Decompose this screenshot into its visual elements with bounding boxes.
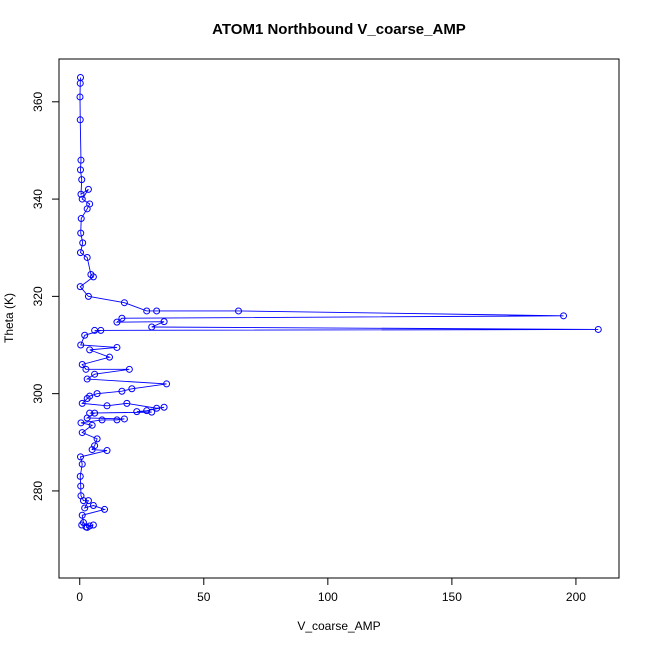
data-point bbox=[143, 307, 151, 315]
data-point bbox=[76, 283, 84, 291]
data-line bbox=[79, 77, 599, 528]
data-point bbox=[77, 482, 85, 490]
data-point bbox=[148, 408, 156, 416]
data-point bbox=[77, 190, 85, 198]
data-point bbox=[84, 292, 92, 300]
data-point bbox=[160, 318, 168, 326]
y-tick-label: 360 bbox=[31, 91, 45, 111]
data-point bbox=[98, 416, 106, 424]
data-point bbox=[82, 365, 90, 373]
chart-title: ATOM1 Northbound V_coarse_AMP bbox=[212, 21, 466, 38]
y-tick-label: 320 bbox=[31, 286, 45, 306]
x-tick-label: 200 bbox=[566, 590, 586, 604]
data-point bbox=[163, 380, 171, 388]
data-point bbox=[560, 312, 568, 320]
data-point bbox=[82, 523, 90, 531]
data-point bbox=[113, 343, 121, 351]
data-point bbox=[78, 429, 86, 437]
data-point bbox=[78, 176, 86, 184]
data-point bbox=[76, 166, 84, 174]
x-tick-label: 100 bbox=[318, 590, 338, 604]
data-point bbox=[78, 360, 86, 368]
data-point bbox=[113, 318, 121, 326]
data-point bbox=[77, 215, 85, 223]
data-point bbox=[133, 408, 141, 416]
x-tick-label: 150 bbox=[442, 590, 462, 604]
data-point bbox=[76, 116, 84, 124]
data-point bbox=[120, 415, 128, 423]
data-point bbox=[78, 399, 86, 407]
data-point bbox=[148, 323, 156, 331]
x-axis-label: V_coarse_AMP bbox=[297, 619, 380, 633]
data-point bbox=[106, 353, 114, 361]
data-point bbox=[123, 399, 131, 407]
data-point bbox=[84, 497, 92, 505]
data-point bbox=[118, 314, 126, 322]
data-point bbox=[83, 375, 91, 383]
data-point bbox=[118, 387, 126, 395]
data-point bbox=[78, 511, 86, 519]
data-point bbox=[160, 403, 168, 411]
data-point bbox=[101, 505, 109, 513]
data-point bbox=[103, 447, 111, 455]
data-point bbox=[594, 325, 602, 333]
data-point bbox=[103, 402, 111, 410]
data-point bbox=[91, 409, 99, 417]
data-point bbox=[78, 460, 86, 468]
data-point bbox=[77, 419, 85, 427]
data-point bbox=[91, 370, 99, 378]
data-point bbox=[143, 407, 151, 415]
data-point bbox=[128, 385, 136, 393]
data-point bbox=[120, 299, 128, 307]
data-point bbox=[77, 156, 85, 164]
data-point bbox=[76, 472, 84, 480]
data-point bbox=[93, 390, 101, 398]
data-point bbox=[83, 414, 91, 422]
data-point bbox=[153, 404, 161, 412]
y-tick-label: 280 bbox=[31, 481, 45, 501]
data-point bbox=[81, 331, 89, 339]
data-point bbox=[81, 504, 89, 512]
data-point bbox=[76, 93, 84, 101]
data-point bbox=[86, 346, 94, 354]
data-point bbox=[89, 521, 97, 529]
data-point bbox=[84, 185, 92, 193]
data-point bbox=[89, 273, 97, 281]
data-point bbox=[83, 205, 91, 213]
data-point bbox=[125, 365, 133, 373]
y-axis-label: Theta (K) bbox=[2, 293, 16, 343]
data-point bbox=[235, 307, 243, 315]
data-point bbox=[153, 307, 161, 315]
data-point bbox=[77, 229, 85, 237]
x-tick-label: 0 bbox=[76, 590, 83, 604]
data-point bbox=[93, 435, 101, 443]
data-point bbox=[79, 239, 87, 247]
data-point bbox=[88, 421, 96, 429]
y-tick-label: 340 bbox=[31, 189, 45, 209]
data-point bbox=[97, 326, 105, 334]
data-point bbox=[76, 79, 84, 87]
data-point bbox=[113, 416, 121, 424]
data-point bbox=[76, 453, 84, 461]
y-tick-label: 300 bbox=[31, 383, 45, 403]
data-point bbox=[77, 341, 85, 349]
data-point bbox=[88, 446, 96, 454]
data-point bbox=[89, 502, 97, 510]
data-point bbox=[83, 253, 91, 261]
data-point bbox=[76, 249, 84, 257]
data-point bbox=[78, 195, 86, 203]
x-tick-label: 50 bbox=[197, 590, 211, 604]
data-point bbox=[79, 497, 87, 505]
data-point bbox=[83, 395, 91, 403]
